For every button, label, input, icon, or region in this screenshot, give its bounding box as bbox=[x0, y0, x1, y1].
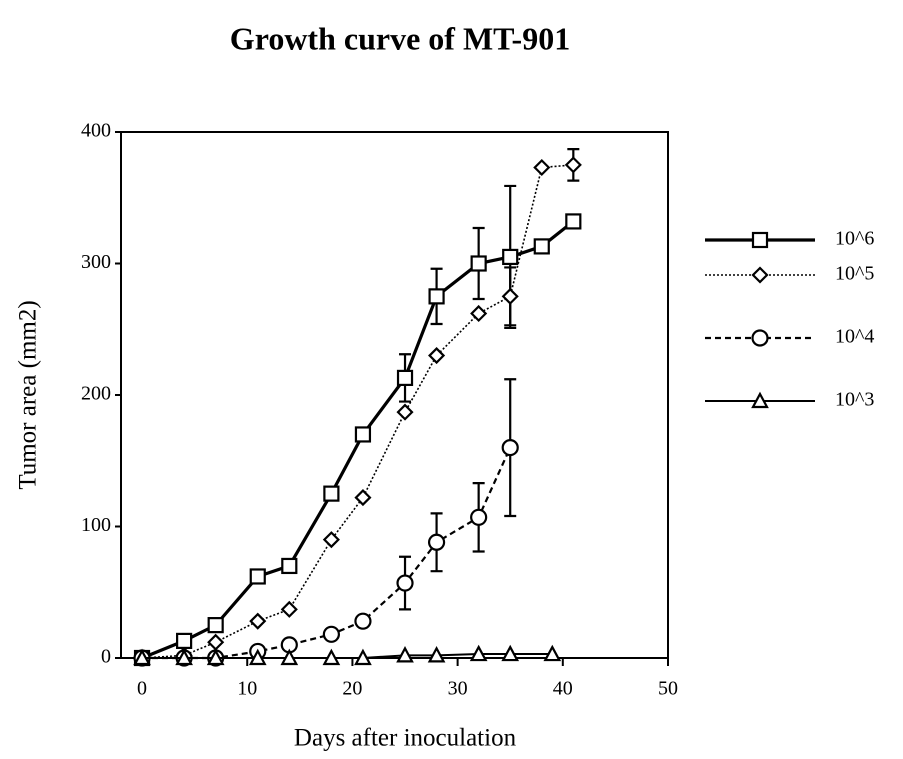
y-axis-label: Tumor area (mm2) bbox=[15, 300, 42, 489]
series-line bbox=[142, 447, 512, 660]
marker bbox=[322, 625, 340, 643]
marker bbox=[501, 287, 519, 305]
marker bbox=[249, 612, 267, 630]
marker bbox=[564, 156, 582, 174]
marker bbox=[396, 403, 414, 421]
marker bbox=[176, 632, 193, 650]
marker bbox=[470, 255, 487, 272]
marker bbox=[396, 369, 414, 387]
x-axis-label: Days after inoculation bbox=[294, 725, 517, 752]
marker bbox=[354, 648, 372, 666]
chart-title: Growth curve of MT-901 bbox=[230, 20, 570, 56]
marker bbox=[133, 648, 151, 666]
y-tick-label: 200 bbox=[81, 383, 111, 405]
marker bbox=[354, 426, 372, 443]
marker bbox=[533, 238, 550, 255]
legend-label: 10^5 bbox=[835, 263, 874, 285]
x-tick-label: 10 bbox=[237, 678, 257, 700]
y-tick-label: 300 bbox=[81, 251, 111, 273]
marker bbox=[248, 648, 267, 666]
marker bbox=[428, 346, 446, 365]
marker bbox=[428, 288, 445, 305]
x-tick-label: 40 bbox=[553, 678, 573, 700]
marker bbox=[280, 648, 299, 666]
marker bbox=[354, 612, 372, 630]
legend-marker bbox=[751, 391, 769, 409]
marker bbox=[502, 248, 519, 266]
marker bbox=[427, 533, 446, 551]
marker bbox=[396, 574, 414, 592]
marker bbox=[249, 568, 266, 585]
y-tick-label: 100 bbox=[81, 514, 111, 536]
marker bbox=[470, 304, 488, 323]
marker bbox=[543, 644, 562, 662]
marker bbox=[354, 489, 372, 507]
legend-marker bbox=[751, 266, 769, 284]
marker bbox=[427, 646, 446, 663]
y-tick-label: 400 bbox=[81, 120, 111, 142]
marker bbox=[281, 557, 298, 575]
x-tick-label: 30 bbox=[448, 678, 468, 700]
marker bbox=[565, 213, 582, 230]
series-line bbox=[141, 164, 574, 659]
marker bbox=[501, 439, 519, 457]
legend-label: 10^6 bbox=[835, 228, 874, 250]
marker bbox=[207, 633, 225, 651]
legend-marker bbox=[751, 329, 769, 347]
marker bbox=[396, 646, 414, 663]
marker bbox=[206, 648, 225, 666]
marker bbox=[501, 644, 520, 662]
legend-label: 10^3 bbox=[835, 389, 874, 411]
x-tick-label: 0 bbox=[137, 678, 147, 700]
x-tick-label: 20 bbox=[342, 678, 362, 700]
series-line bbox=[142, 653, 553, 659]
x-tick-label: 50 bbox=[658, 678, 678, 700]
marker bbox=[533, 158, 551, 177]
y-tick-label: 0 bbox=[101, 646, 111, 668]
marker bbox=[469, 644, 488, 662]
marker bbox=[322, 648, 341, 666]
marker bbox=[175, 648, 193, 666]
marker bbox=[207, 617, 224, 634]
marker bbox=[323, 485, 340, 502]
legend-label: 10^4 bbox=[835, 326, 874, 348]
marker bbox=[322, 531, 340, 549]
plot-frame bbox=[120, 131, 669, 659]
marker bbox=[280, 600, 298, 618]
marker bbox=[470, 508, 488, 526]
legend-marker bbox=[751, 231, 769, 249]
